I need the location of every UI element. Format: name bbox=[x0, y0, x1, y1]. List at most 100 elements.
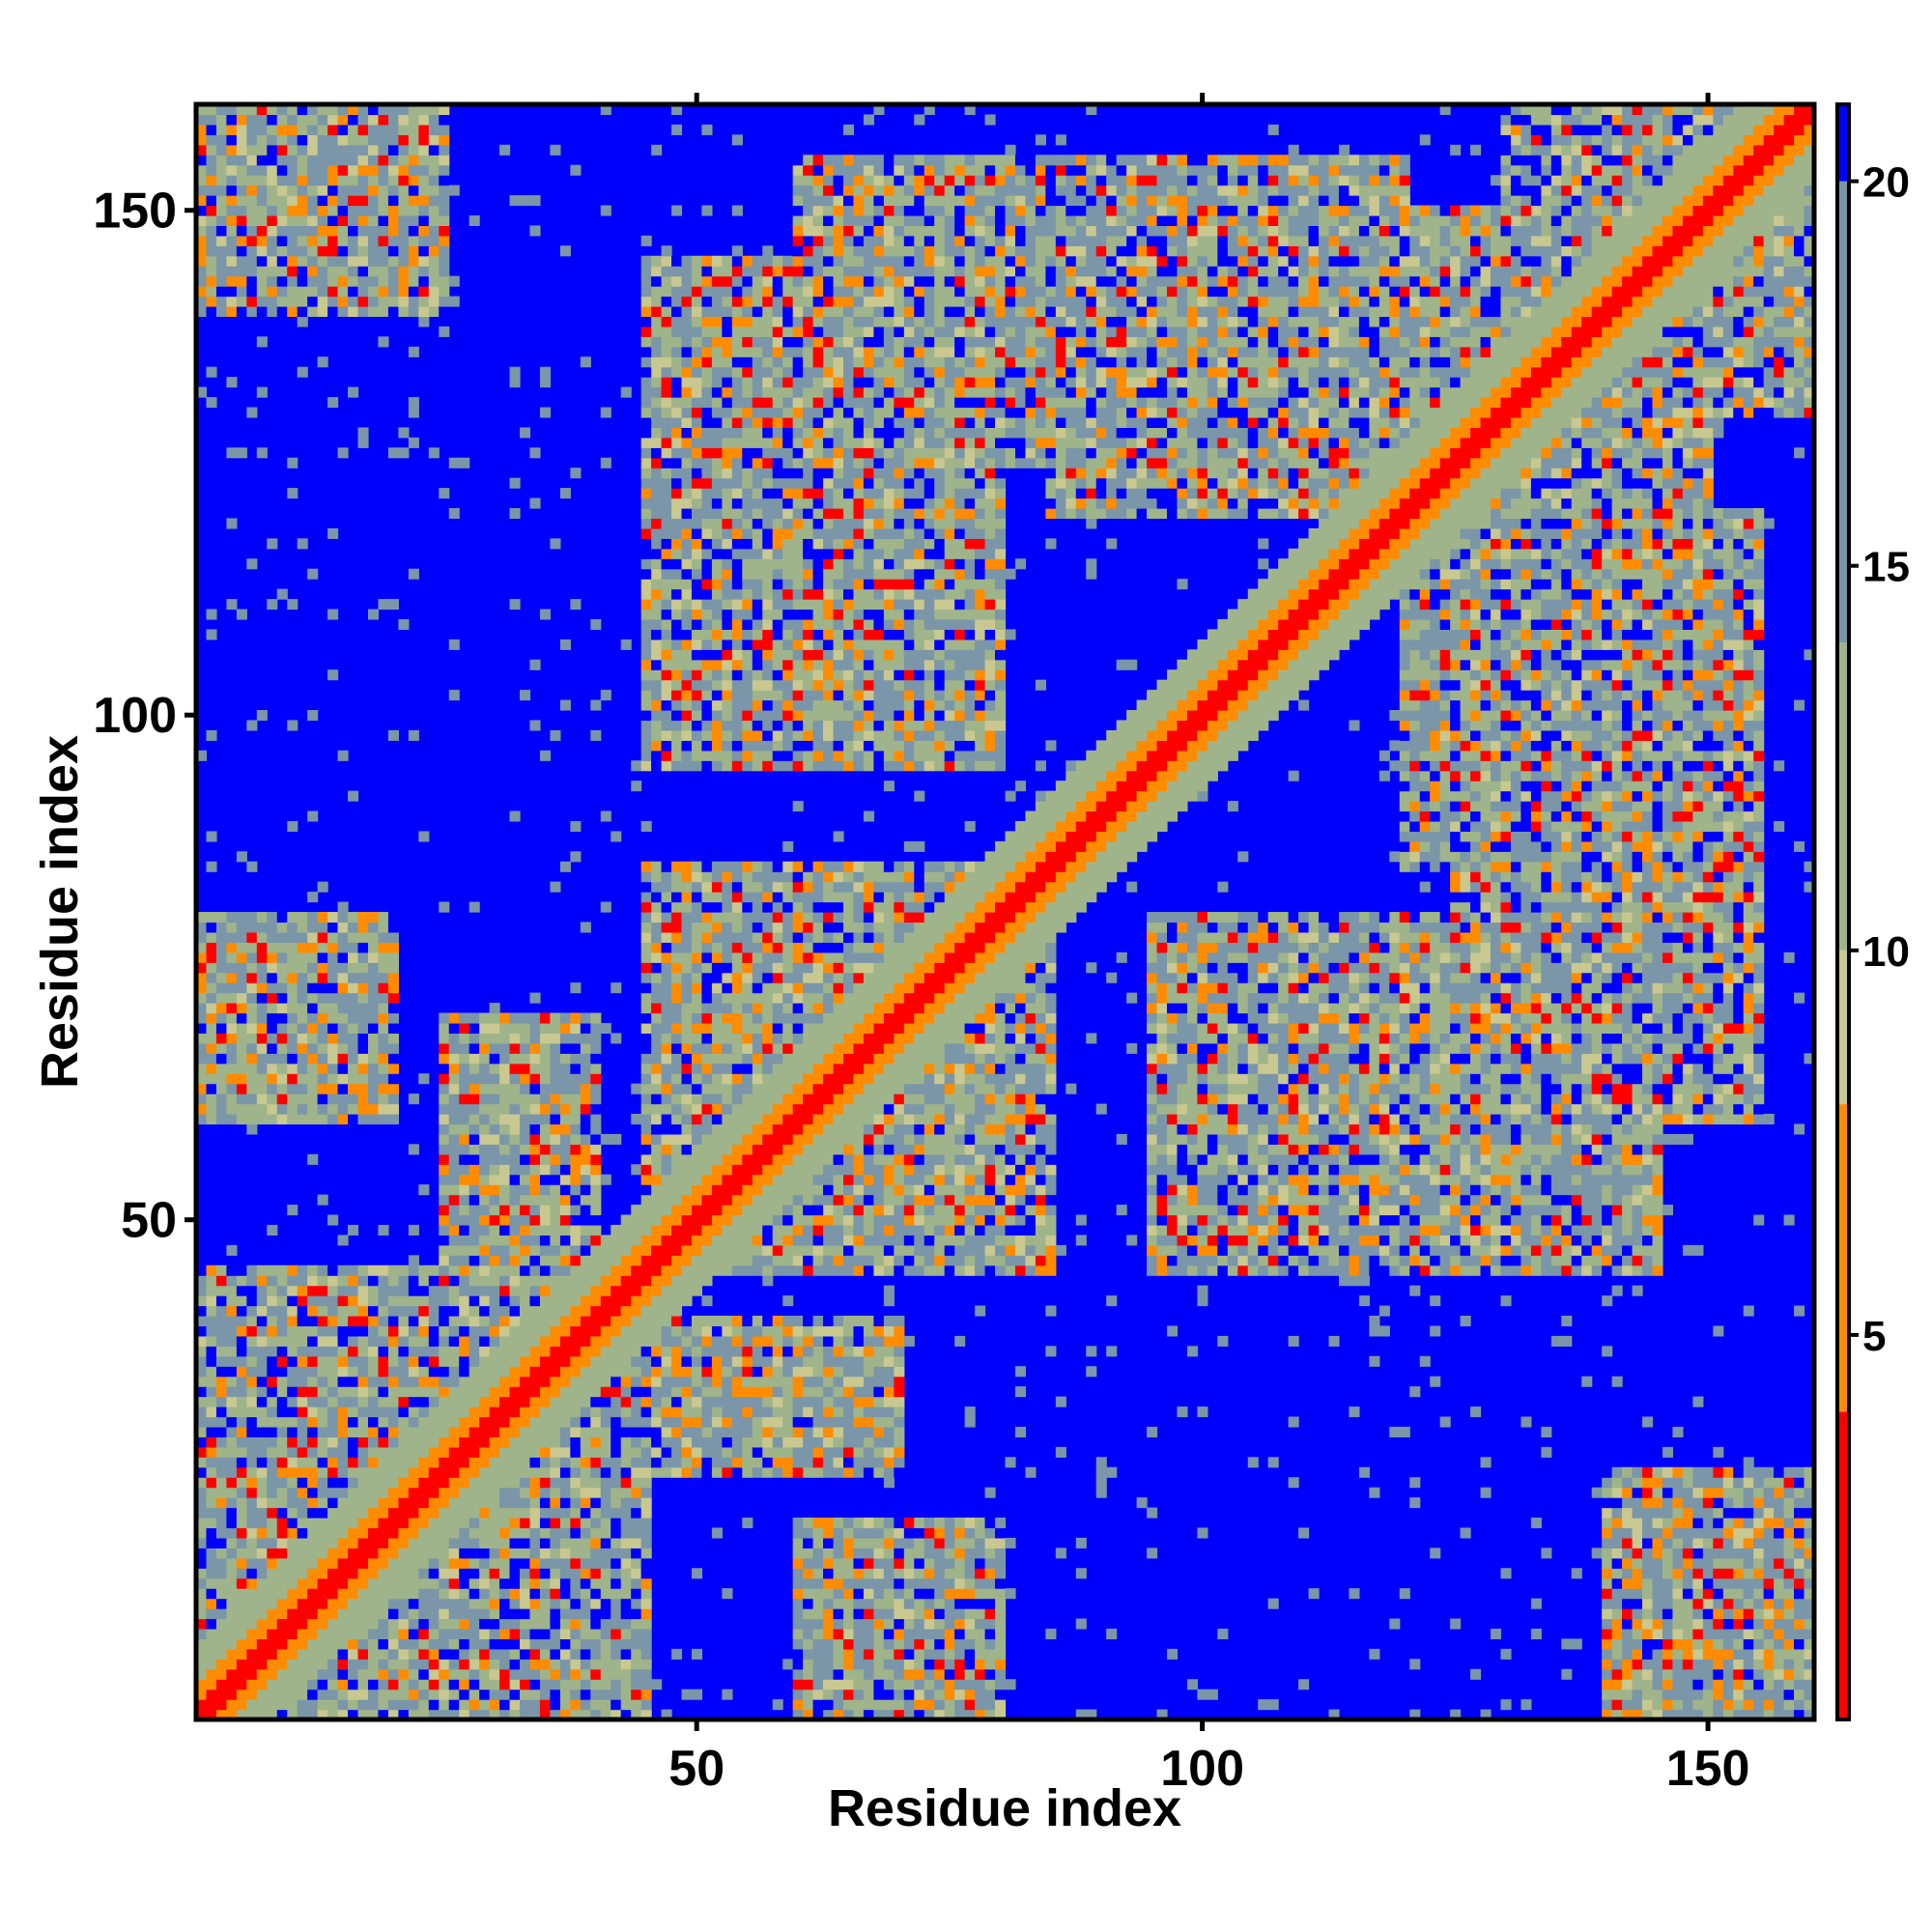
heatmap-cell bbox=[307, 1548, 319, 1559]
heatmap-cell bbox=[206, 124, 217, 135]
heatmap-cell bbox=[387, 1295, 399, 1307]
heatmap-cell bbox=[529, 1466, 541, 1478]
heatmap-cell bbox=[509, 1457, 521, 1468]
heatmap-cell bbox=[439, 1507, 450, 1519]
heatmap-cell bbox=[276, 195, 288, 207]
heatmap-cell bbox=[742, 457, 753, 469]
heatmap-cell bbox=[640, 255, 652, 267]
heatmap-cell bbox=[520, 1325, 531, 1337]
heatmap-cell bbox=[246, 720, 258, 731]
heatmap-cell bbox=[297, 952, 308, 963]
heatmap-cell bbox=[742, 1355, 753, 1367]
heatmap-cell bbox=[448, 1224, 460, 1236]
heatmap-cell bbox=[772, 1355, 783, 1367]
heatmap-cell bbox=[731, 488, 743, 499]
heatmap-cell bbox=[701, 720, 713, 731]
heatmap-cell bbox=[469, 1618, 480, 1630]
heatmap-cell bbox=[651, 1133, 663, 1145]
heatmap-cell bbox=[378, 1497, 389, 1509]
heatmap-cell bbox=[772, 1346, 783, 1357]
heatmap-cell bbox=[196, 1598, 208, 1609]
heatmap-cell bbox=[762, 245, 774, 257]
heatmap-cell bbox=[215, 134, 228, 146]
heatmap-cell bbox=[640, 1133, 652, 1145]
heatmap-cell bbox=[580, 1477, 591, 1489]
heatmap-cell bbox=[267, 942, 278, 953]
heatmap-cell bbox=[509, 1244, 521, 1256]
heatmap-cell bbox=[671, 982, 683, 994]
heatmap-cell bbox=[459, 1033, 470, 1044]
heatmap-cell bbox=[479, 1255, 491, 1266]
heatmap-cell bbox=[691, 356, 703, 368]
heatmap-cell bbox=[367, 1699, 380, 1711]
heatmap-cell bbox=[691, 982, 703, 994]
heatmap-cell bbox=[367, 1497, 380, 1509]
heatmap-cell bbox=[215, 1608, 228, 1620]
heatmap-cell bbox=[297, 1507, 308, 1519]
heatmap-cell bbox=[731, 750, 743, 761]
heatmap-cell bbox=[206, 1436, 217, 1448]
heatmap-cell bbox=[387, 1518, 399, 1529]
heatmap-cell bbox=[509, 1628, 521, 1639]
heatmap-cell bbox=[550, 1355, 561, 1367]
heatmap-cell bbox=[448, 1264, 460, 1276]
heatmap-cell bbox=[206, 164, 217, 176]
heatmap-cell bbox=[357, 1033, 369, 1044]
heatmap-cell bbox=[418, 1426, 430, 1437]
heatmap-cell bbox=[742, 1264, 753, 1276]
heatmap-cell bbox=[752, 729, 763, 741]
heatmap-cell bbox=[367, 1063, 380, 1074]
heatmap-cell bbox=[236, 275, 247, 287]
heatmap-cell bbox=[742, 962, 753, 974]
heatmap-cell bbox=[287, 1003, 298, 1014]
heatmap-cell bbox=[742, 901, 753, 913]
heatmap-cell bbox=[590, 1144, 602, 1155]
heatmap-cell bbox=[661, 306, 672, 318]
heatmap-cell bbox=[317, 1568, 328, 1579]
heatmap-cell bbox=[529, 1457, 541, 1468]
heatmap-cell bbox=[762, 972, 774, 983]
heatmap-cell bbox=[691, 1224, 703, 1236]
heatmap-cell bbox=[337, 225, 349, 237]
heatmap-cell bbox=[742, 1184, 753, 1196]
heatmap-cell bbox=[711, 609, 723, 620]
heatmap-cell bbox=[772, 1406, 783, 1418]
heatmap-cell bbox=[307, 810, 319, 822]
heatmap-cell bbox=[297, 1588, 308, 1600]
heatmap-cell bbox=[640, 1608, 652, 1620]
heatmap-cell bbox=[226, 114, 238, 126]
heatmap-cell bbox=[307, 1557, 319, 1569]
heatmap-cell bbox=[711, 1224, 723, 1236]
heatmap-cell bbox=[196, 1103, 208, 1115]
heatmap-cell bbox=[722, 881, 733, 893]
heatmap-cell bbox=[580, 1133, 591, 1145]
heatmap-cell bbox=[752, 639, 763, 650]
heatmap-cell bbox=[327, 1275, 339, 1287]
heatmap-cell bbox=[520, 1094, 531, 1105]
heatmap-cell bbox=[428, 1416, 440, 1428]
heatmap-cell bbox=[297, 205, 308, 216]
heatmap-cell bbox=[539, 1568, 552, 1579]
heatmap-cell bbox=[640, 992, 652, 1004]
heatmap-cell bbox=[226, 599, 238, 611]
heatmap-cell bbox=[742, 1144, 753, 1155]
heatmap-cell bbox=[479, 1527, 491, 1539]
heatmap-cell bbox=[246, 912, 258, 923]
heatmap-cell bbox=[327, 1335, 339, 1347]
heatmap-cell bbox=[651, 942, 663, 953]
heatmap-cell bbox=[520, 1466, 531, 1478]
heatmap-cell bbox=[570, 1598, 582, 1609]
heatmap-cell bbox=[600, 205, 611, 216]
heatmap-cell bbox=[661, 609, 672, 620]
heatmap-cell bbox=[742, 710, 753, 722]
heatmap-cell bbox=[671, 1316, 683, 1327]
heatmap-cell bbox=[762, 1355, 774, 1367]
heatmap-cell bbox=[348, 286, 359, 298]
heatmap-cell bbox=[307, 1446, 319, 1458]
heatmap-cell bbox=[539, 1184, 552, 1196]
heatmap-cell bbox=[378, 134, 389, 146]
heatmap-cell bbox=[418, 134, 430, 146]
heatmap-cell bbox=[387, 1608, 399, 1620]
heatmap-cell bbox=[196, 1487, 208, 1498]
heatmap-cell bbox=[439, 1376, 450, 1387]
